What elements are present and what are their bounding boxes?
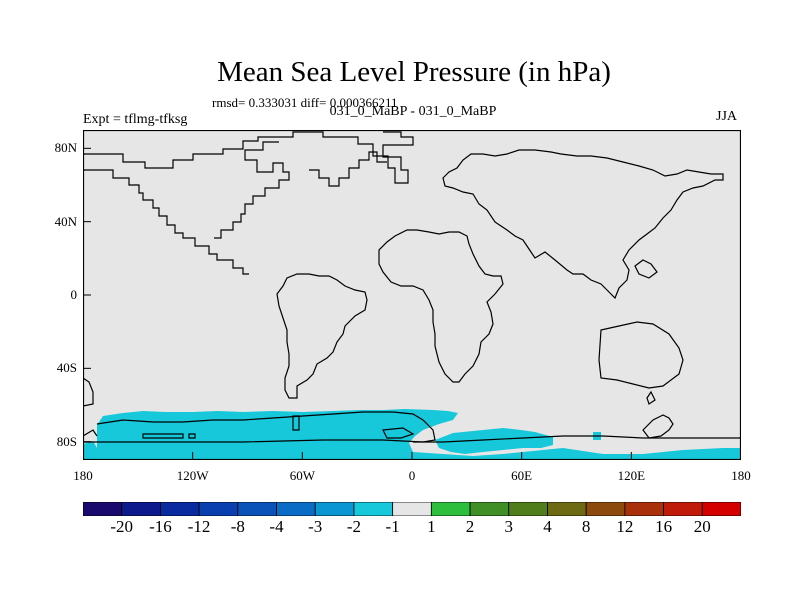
colorbar-swatch [624,502,664,516]
y-tick-label: 40S [56,360,77,376]
colorbar-label: 2 [465,517,475,536]
colorbar [83,502,741,516]
experiment-label: Expt = tflmg-tfksg [83,112,188,127]
colorbar-label: -16 [149,517,172,536]
colorbar-swatch [121,502,161,516]
colorbar-label: 16 [655,517,673,536]
colorbar-swatch [314,502,355,516]
colorbar-label: 20 [693,517,711,536]
colorbar-label: 1 [427,517,436,536]
colorbar-swatch [430,502,471,516]
colorbar-label: -8 [230,517,245,536]
x-tick-label: 180 [73,468,93,483]
y-tick-label: 80S [56,433,77,449]
colorbar-swatch [392,502,432,516]
x-tick-label: 60W [289,468,315,483]
x-tick-label: 60E [511,468,533,483]
colorbar-label: 8 [581,517,591,536]
stats-text: rmsd= 0.333031 diff= 0.000366211 [212,95,398,110]
map-plot [83,130,741,460]
colorbar-swatch [547,502,587,516]
colorbar-label: -4 [269,517,284,536]
colorbar-swatch [83,502,123,516]
x-tick-label: 180 [731,468,751,483]
coastlines [83,131,741,443]
x-tick-label: 120W [176,468,209,483]
colorbar-swatch [160,502,200,516]
colorbar-swatch [237,502,277,516]
colorbar-swatch [585,502,626,516]
colorbar-swatch [663,502,703,516]
y-tick-label: 80N [54,140,77,156]
season-label: JJA [716,109,738,124]
colorbar-label: 3 [504,517,514,536]
chart-title: Mean Sea Level Pressure (in hPa) [217,56,611,88]
colorbar-label: -12 [187,517,211,536]
colorbar-label: 12 [616,517,634,536]
colorbar-swatch [469,502,510,516]
colorbar-swatch [198,502,239,516]
center-label: 031_0_MaBP - 031_0_MaBP [329,104,497,119]
colorbar-swatch [276,502,316,516]
map-background [83,130,741,460]
colorbar-swatch [353,502,394,516]
colorbar-label: -1 [385,517,400,536]
colorbar-label: -20 [110,517,134,536]
colorbar-swatch [508,502,548,516]
colorbar-swatch [701,502,741,516]
x-tick-label: 120E [617,468,646,483]
x-tick-label: 0 [408,468,416,483]
y-tick-label: 40N [54,213,77,229]
colorbar-label: -3 [308,517,323,536]
colorbar-label: -2 [346,517,362,536]
y-tick-label: 0 [70,287,78,302]
colorbar-label: 4 [543,517,552,536]
